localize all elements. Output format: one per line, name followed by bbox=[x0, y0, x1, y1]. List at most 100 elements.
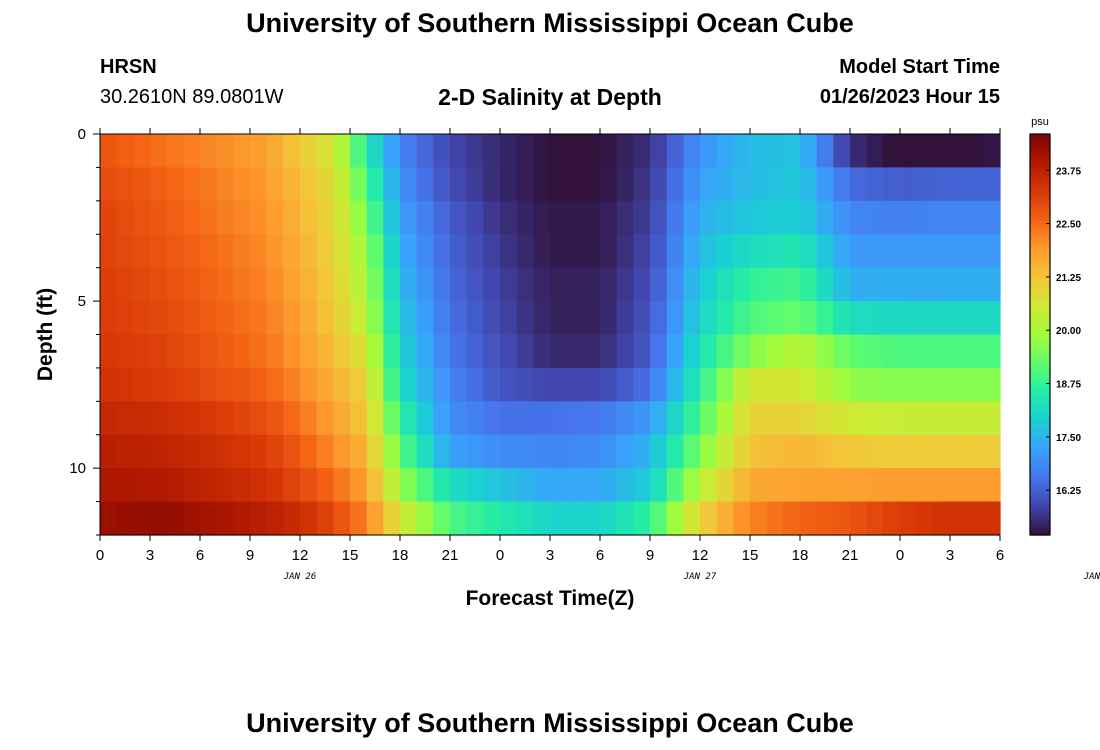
heatmap-cell bbox=[633, 434, 651, 469]
heatmap-cell bbox=[750, 334, 768, 369]
heatmap-cell bbox=[433, 367, 451, 402]
heatmap-cell bbox=[600, 434, 618, 469]
heatmap-cell bbox=[100, 167, 118, 202]
heatmap-cell bbox=[150, 434, 168, 469]
heatmap-cell bbox=[666, 301, 684, 336]
colorbar-segment bbox=[1030, 297, 1050, 302]
heatmap-cell bbox=[966, 167, 984, 202]
heatmap-cell bbox=[550, 234, 568, 269]
colorbar-segment bbox=[1030, 458, 1050, 463]
heatmap-cell bbox=[150, 501, 168, 536]
heatmap-cell bbox=[350, 434, 368, 469]
colorbar-segment bbox=[1030, 384, 1050, 389]
heatmap-cell bbox=[583, 401, 601, 436]
chart-title: University of Southern Mississippi Ocean… bbox=[246, 8, 854, 38]
x-day-label: JAN 28 bbox=[1083, 572, 1100, 582]
heatmap-cell bbox=[200, 434, 218, 469]
colorbar-segment bbox=[1030, 438, 1050, 443]
heatmap-cell bbox=[350, 267, 368, 302]
heatmap-cell bbox=[316, 401, 334, 436]
colorbar-segment bbox=[1030, 174, 1050, 179]
colorbar-segment bbox=[1030, 404, 1050, 409]
heatmap-cell bbox=[950, 501, 968, 536]
heatmap-cell bbox=[266, 167, 284, 202]
heatmap-cell bbox=[666, 267, 684, 302]
colorbar-segment bbox=[1030, 157, 1050, 162]
heatmap-cell bbox=[350, 200, 368, 235]
heatmap-cell bbox=[900, 468, 918, 503]
heatmap-cell bbox=[833, 367, 851, 402]
heatmap-cell bbox=[500, 200, 518, 235]
heatmap-cell bbox=[483, 334, 501, 369]
heatmap-cell bbox=[500, 267, 518, 302]
heatmap-cell bbox=[200, 501, 218, 536]
heatmap-cell bbox=[316, 468, 334, 503]
heatmap-cell bbox=[183, 367, 201, 402]
heatmap-cell bbox=[450, 434, 468, 469]
colorbar-segment bbox=[1030, 177, 1050, 182]
heatmap-cell bbox=[733, 401, 751, 436]
heatmap-cell bbox=[916, 234, 934, 269]
y-axis-title: Depth (ft) bbox=[34, 288, 57, 381]
colorbar-segment bbox=[1030, 468, 1050, 473]
heatmap-cell bbox=[650, 334, 668, 369]
heatmap-cell bbox=[266, 200, 284, 235]
heatmap-cell bbox=[383, 134, 401, 169]
heatmap-cell bbox=[183, 468, 201, 503]
heatmap-cell bbox=[550, 134, 568, 169]
heatmap-cell bbox=[216, 367, 234, 402]
heatmap-cell bbox=[150, 234, 168, 269]
heatmap-cell bbox=[183, 434, 201, 469]
colorbar-segment bbox=[1030, 250, 1050, 255]
heatmap-cell bbox=[200, 401, 218, 436]
heatmap-cell bbox=[300, 468, 318, 503]
colorbar-segment bbox=[1030, 317, 1050, 322]
colorbar-segment bbox=[1030, 451, 1050, 456]
heatmap-cell bbox=[850, 134, 868, 169]
colorbar-segment bbox=[1030, 371, 1050, 376]
heatmap-cell bbox=[666, 434, 684, 469]
heatmap-cell bbox=[566, 434, 584, 469]
colorbar-segment bbox=[1030, 327, 1050, 332]
heatmap-cell bbox=[883, 468, 901, 503]
heatmap-cell bbox=[433, 501, 451, 536]
heatmap-cell bbox=[650, 434, 668, 469]
heatmap-cell bbox=[783, 267, 801, 302]
heatmap-cell bbox=[550, 434, 568, 469]
heatmap-cell bbox=[516, 167, 534, 202]
heatmap-cell bbox=[550, 367, 568, 402]
heatmap-cell bbox=[800, 167, 818, 202]
heatmap-cell bbox=[966, 501, 984, 536]
heatmap-cell bbox=[750, 167, 768, 202]
heatmap-cell bbox=[733, 200, 751, 235]
heatmap-cell bbox=[733, 134, 751, 169]
heatmap-cell bbox=[900, 267, 918, 302]
heatmap-cell bbox=[200, 301, 218, 336]
heatmap-cell bbox=[666, 401, 684, 436]
heatmap-cell bbox=[166, 234, 184, 269]
colorbar-segment bbox=[1030, 214, 1050, 219]
x-tick-label: 15 bbox=[742, 547, 759, 564]
heatmap-cell bbox=[333, 334, 351, 369]
colorbar-segment bbox=[1030, 334, 1050, 339]
colorbar-segment bbox=[1030, 260, 1050, 265]
heatmap-cell bbox=[400, 501, 418, 536]
heatmap-cell bbox=[783, 134, 801, 169]
heatmap-cell bbox=[133, 267, 151, 302]
heatmap-cell bbox=[716, 401, 734, 436]
heatmap-cell bbox=[816, 468, 834, 503]
colorbar-segment bbox=[1030, 287, 1050, 292]
heatmap-cell bbox=[850, 234, 868, 269]
heatmap-cell bbox=[716, 234, 734, 269]
heatmap-cell bbox=[700, 367, 718, 402]
heatmap-cell bbox=[416, 468, 434, 503]
model-start-value: 01/26/2023 Hour 15 bbox=[819, 86, 1000, 108]
heatmap-cell bbox=[666, 501, 684, 536]
heatmap-cell bbox=[666, 367, 684, 402]
heatmap-cell bbox=[116, 468, 134, 503]
heatmap-cell bbox=[566, 334, 584, 369]
heatmap-cell bbox=[150, 468, 168, 503]
heatmap-cell bbox=[283, 301, 301, 336]
colorbar-segment bbox=[1030, 524, 1050, 529]
colorbar-segment bbox=[1030, 234, 1050, 239]
